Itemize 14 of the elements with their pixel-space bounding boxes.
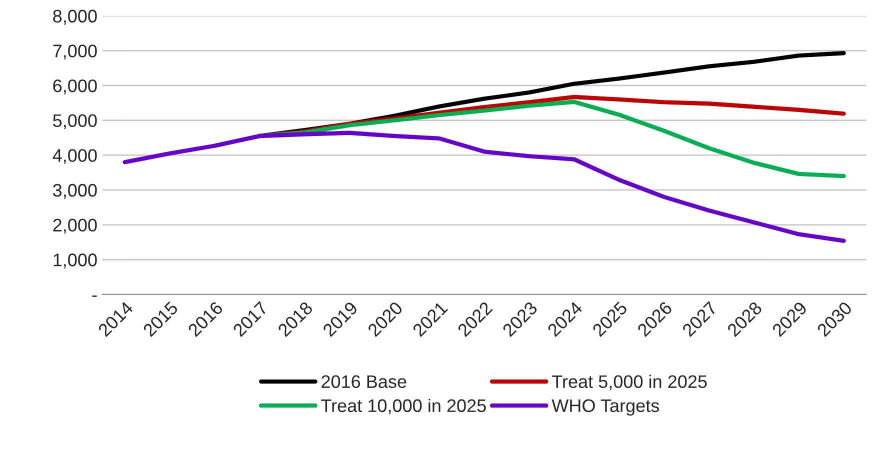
legend-label: Treat 5,000 in 2025 xyxy=(552,374,707,390)
legend-label: Treat 10,000 in 2025 xyxy=(321,398,486,414)
y-tick-label: 5,000 xyxy=(53,114,97,130)
y-tick-label: 2,000 xyxy=(53,218,97,234)
y-tick-label: 8,000 xyxy=(53,10,97,25)
y-tick-label: 7,000 xyxy=(53,44,97,60)
y-tick-label: 1,000 xyxy=(54,254,97,268)
legend-label: 2016 Base xyxy=(322,375,406,388)
y-tick-label: 6,000 xyxy=(53,79,97,94)
legend-label: WHO Targets xyxy=(552,399,659,416)
y-tick-label: 4,000 xyxy=(52,149,97,164)
line-series xyxy=(122,130,846,243)
y-tick-label: 3,000 xyxy=(53,184,97,199)
y-tick-label: - xyxy=(92,295,97,297)
